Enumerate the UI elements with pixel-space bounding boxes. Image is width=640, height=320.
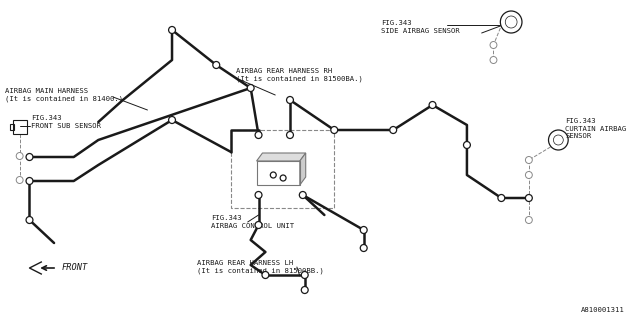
Circle shape [490,42,497,49]
Circle shape [255,221,262,228]
Circle shape [16,153,23,159]
Circle shape [26,217,33,223]
Circle shape [247,84,254,92]
Circle shape [360,244,367,252]
Circle shape [255,132,262,139]
Bar [257,161,300,185]
Circle shape [331,126,338,133]
Text: FIG.343
AIRBAG CONTROL UNIT: FIG.343 AIRBAG CONTROL UNIT [211,215,294,228]
Circle shape [280,175,286,181]
Circle shape [525,156,532,164]
Circle shape [525,217,532,223]
Circle shape [525,195,532,202]
Circle shape [16,177,23,183]
Circle shape [255,191,262,198]
Circle shape [463,141,470,148]
Bar [10,124,14,130]
Text: FRONT: FRONT [62,263,88,273]
Circle shape [168,27,175,34]
Circle shape [213,61,220,68]
Circle shape [390,126,397,133]
Circle shape [301,271,308,278]
Circle shape [498,195,505,202]
Circle shape [360,227,367,234]
Circle shape [26,178,33,185]
Bar [13,120,26,134]
Text: FIG.343
SIDE AIRBAG SENSOR: FIG.343 SIDE AIRBAG SENSOR [381,20,460,34]
Polygon shape [300,153,306,185]
Circle shape [26,154,33,161]
Polygon shape [257,153,306,161]
Circle shape [287,97,293,103]
Bar [231,130,334,208]
Text: FIG.343
FRONT SUB SENSOR: FIG.343 FRONT SUB SENSOR [31,115,102,129]
Text: A810001311: A810001311 [580,307,624,313]
Circle shape [300,191,306,198]
Circle shape [287,132,293,139]
Circle shape [168,116,175,124]
Text: AIRBAG REAR HARNESS RH
(It is contained in 81500BA.): AIRBAG REAR HARNESS RH (It is contained … [236,68,363,82]
Circle shape [301,286,308,293]
Text: AIRBAG MAIN HARNESS
(It is contained in 81400.): AIRBAG MAIN HARNESS (It is contained in … [5,88,123,102]
Circle shape [490,57,497,63]
Circle shape [270,172,276,178]
Text: AIRBAG REAR HARNESS LH
(It is contained in 81500BB.): AIRBAG REAR HARNESS LH (It is contained … [196,260,323,274]
Text: FIG.343
CURTAIN AIRBAG
SENSOR: FIG.343 CURTAIN AIRBAG SENSOR [565,118,627,139]
Circle shape [429,101,436,108]
Circle shape [262,271,269,278]
Circle shape [525,172,532,179]
